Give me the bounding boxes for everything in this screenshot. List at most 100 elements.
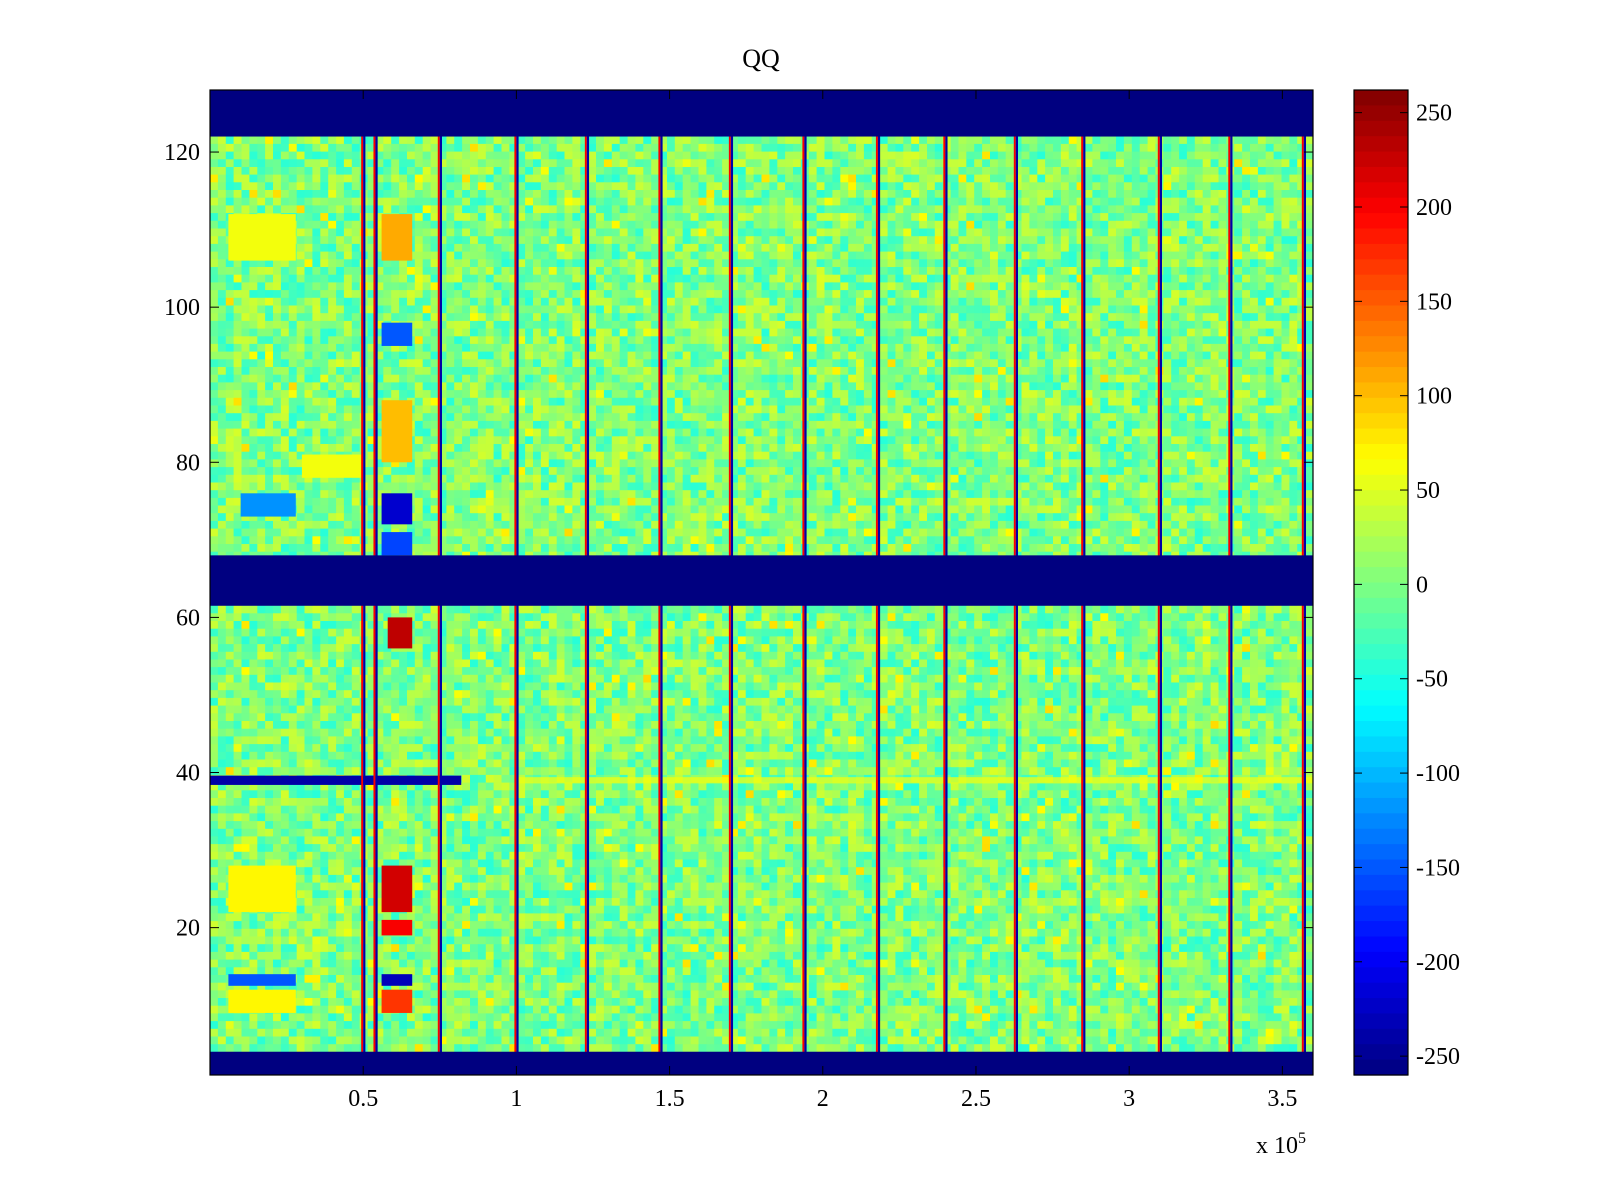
heatmap-cell bbox=[1084, 259, 1093, 268]
heatmap-cell bbox=[1202, 136, 1212, 145]
heatmap-cell bbox=[730, 197, 739, 206]
heatmap-cell bbox=[1273, 213, 1283, 222]
heatmap-cell bbox=[714, 182, 723, 191]
heatmap-cell bbox=[745, 197, 755, 206]
heatmap-cell bbox=[714, 305, 723, 314]
heatmap-cell bbox=[667, 197, 676, 206]
heatmap-cell bbox=[1108, 282, 1117, 291]
heatmap-cell bbox=[848, 328, 857, 337]
heatmap-cell bbox=[919, 159, 928, 168]
heatmap-cell bbox=[1147, 328, 1157, 337]
heatmap-cell bbox=[793, 297, 802, 307]
heatmap-cell bbox=[525, 228, 534, 237]
heatmap-cell bbox=[927, 236, 936, 245]
heatmap-cell bbox=[1257, 143, 1267, 153]
heatmap-cell bbox=[1068, 351, 1078, 360]
heatmap-cell bbox=[399, 282, 408, 291]
heatmap-cell bbox=[462, 359, 471, 368]
heatmap-cell bbox=[863, 267, 873, 276]
heatmap-cell bbox=[1250, 182, 1259, 191]
heatmap-cell bbox=[225, 182, 235, 191]
heatmap-cell bbox=[509, 159, 518, 168]
heatmap-cell bbox=[273, 328, 282, 337]
heatmap-cell bbox=[414, 297, 424, 307]
heatmap-cell bbox=[982, 297, 991, 307]
heatmap-cell bbox=[1273, 236, 1283, 245]
heatmap-cell bbox=[824, 151, 833, 160]
heatmap-cell bbox=[296, 236, 306, 245]
heatmap-cell bbox=[722, 213, 731, 222]
heatmap-cell bbox=[824, 282, 833, 291]
heatmap-cell bbox=[982, 190, 991, 199]
heatmap-cell bbox=[1076, 190, 1086, 199]
heatmap-cell bbox=[328, 174, 337, 183]
heatmap-cell bbox=[840, 267, 849, 276]
heatmap-cell bbox=[312, 267, 321, 276]
heatmap-cell bbox=[320, 305, 329, 314]
heatmap-cell bbox=[706, 336, 715, 345]
heatmap-cell bbox=[548, 220, 558, 230]
heatmap-cell bbox=[1210, 259, 1220, 268]
heatmap-cell bbox=[816, 328, 826, 337]
heatmap-cell bbox=[895, 305, 904, 314]
heatmap-cell bbox=[887, 182, 897, 191]
heatmap-cell bbox=[1037, 205, 1046, 214]
heatmap-cell bbox=[1005, 282, 1015, 291]
heatmap-cell bbox=[1297, 190, 1306, 199]
heatmap-cell bbox=[1068, 343, 1078, 353]
heatmap-cell bbox=[1273, 328, 1283, 337]
heatmap-cell bbox=[990, 328, 999, 337]
heatmap-cell bbox=[753, 213, 763, 222]
heatmap-cell bbox=[840, 136, 849, 145]
heatmap-cell bbox=[564, 290, 573, 299]
heatmap-cell bbox=[982, 336, 991, 345]
heatmap-cell bbox=[336, 328, 345, 337]
heatmap-cell bbox=[1218, 182, 1227, 191]
heatmap-cell bbox=[1257, 220, 1267, 230]
heatmap-cell bbox=[1037, 151, 1046, 160]
heatmap-cell bbox=[895, 336, 904, 345]
heatmap-cell bbox=[895, 290, 904, 299]
heatmap-cell bbox=[730, 351, 739, 360]
heatmap-cell bbox=[887, 336, 897, 345]
heatmap-cell bbox=[816, 190, 826, 199]
heatmap-cell bbox=[296, 174, 306, 183]
heatmap-cell bbox=[1257, 320, 1267, 330]
heatmap-cell bbox=[1123, 228, 1133, 237]
heatmap-cell bbox=[1250, 205, 1259, 214]
heatmap-cell bbox=[517, 159, 526, 168]
heatmap-cell bbox=[627, 143, 637, 153]
heatmap-cell bbox=[233, 259, 243, 268]
heatmap-cell bbox=[217, 205, 227, 214]
heatmap-cell bbox=[706, 213, 715, 222]
heatmap-cell bbox=[517, 274, 526, 283]
heatmap-cell bbox=[651, 343, 660, 353]
heatmap-cell bbox=[1210, 313, 1220, 322]
heatmap-cell bbox=[635, 174, 644, 183]
heatmap-cell bbox=[706, 143, 715, 153]
heatmap-cell bbox=[572, 251, 581, 260]
heatmap-cell bbox=[351, 205, 361, 214]
heatmap-cell bbox=[643, 151, 652, 160]
heatmap-cell bbox=[863, 159, 873, 168]
heatmap-cell bbox=[540, 205, 550, 214]
heatmap-cell bbox=[1092, 313, 1101, 322]
heatmap-cell bbox=[745, 143, 755, 153]
heatmap-cell bbox=[1108, 313, 1117, 322]
heatmap-cell bbox=[430, 251, 440, 260]
heatmap-cell bbox=[643, 251, 652, 260]
heatmap-cell bbox=[848, 274, 857, 283]
heatmap-cell bbox=[753, 228, 763, 237]
heatmap-cell bbox=[769, 228, 778, 237]
heatmap-cell bbox=[548, 143, 558, 153]
heatmap-cell bbox=[446, 236, 455, 245]
heatmap-cell bbox=[1257, 167, 1267, 176]
heatmap-cell bbox=[375, 290, 384, 299]
heatmap-cell bbox=[391, 274, 400, 283]
heatmap-cell bbox=[588, 267, 597, 276]
heatmap-cell bbox=[1037, 328, 1046, 337]
heatmap-cell bbox=[414, 182, 424, 191]
heatmap-cell bbox=[446, 267, 455, 276]
heatmap-cell bbox=[808, 343, 818, 353]
heatmap-cell bbox=[477, 290, 487, 299]
